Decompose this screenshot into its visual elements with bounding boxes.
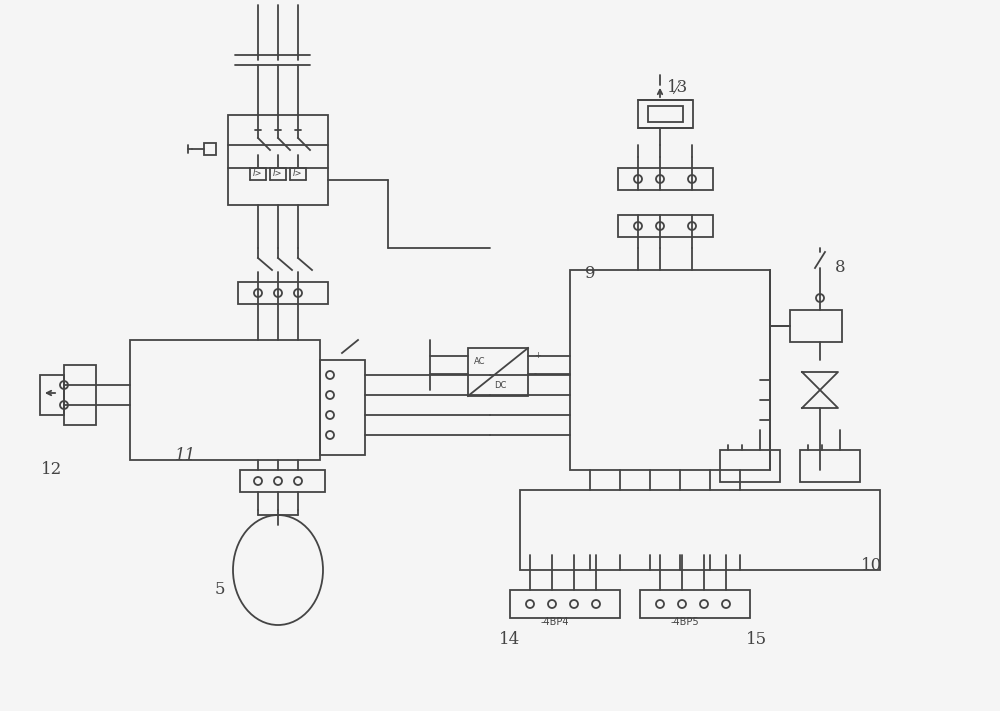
Bar xyxy=(510,590,620,618)
Text: -4BP5: -4BP5 xyxy=(671,617,699,627)
Bar xyxy=(204,143,216,155)
Bar xyxy=(640,590,750,618)
Bar xyxy=(64,365,96,425)
Text: 10: 10 xyxy=(861,557,883,574)
Text: DC: DC xyxy=(494,380,506,390)
Bar xyxy=(320,360,365,455)
Text: 11: 11 xyxy=(174,447,196,464)
Text: 8: 8 xyxy=(835,260,845,277)
Text: 15: 15 xyxy=(745,631,767,648)
Text: -: - xyxy=(534,370,537,378)
Bar xyxy=(618,168,713,190)
Text: 9: 9 xyxy=(585,265,595,282)
Bar xyxy=(130,340,320,460)
Text: 13: 13 xyxy=(667,80,689,97)
Bar xyxy=(570,270,770,470)
Bar xyxy=(240,470,325,492)
Bar xyxy=(648,106,683,122)
Bar xyxy=(638,100,693,128)
Bar xyxy=(618,215,713,237)
Text: 14: 14 xyxy=(499,631,521,648)
Text: 12: 12 xyxy=(41,461,63,479)
Text: -4BP4: -4BP4 xyxy=(541,617,569,627)
Bar xyxy=(790,310,842,342)
Text: I>: I> xyxy=(253,169,263,178)
Text: I>: I> xyxy=(293,169,303,178)
Text: I>: I> xyxy=(273,169,283,178)
Text: +: + xyxy=(534,351,541,360)
Text: AC: AC xyxy=(474,358,486,366)
Bar xyxy=(228,115,328,205)
Bar xyxy=(40,375,64,415)
Bar xyxy=(720,450,780,482)
Bar xyxy=(520,490,880,570)
Bar xyxy=(468,348,528,396)
Bar xyxy=(800,450,860,482)
Text: 5: 5 xyxy=(215,582,225,599)
Bar xyxy=(238,282,328,304)
